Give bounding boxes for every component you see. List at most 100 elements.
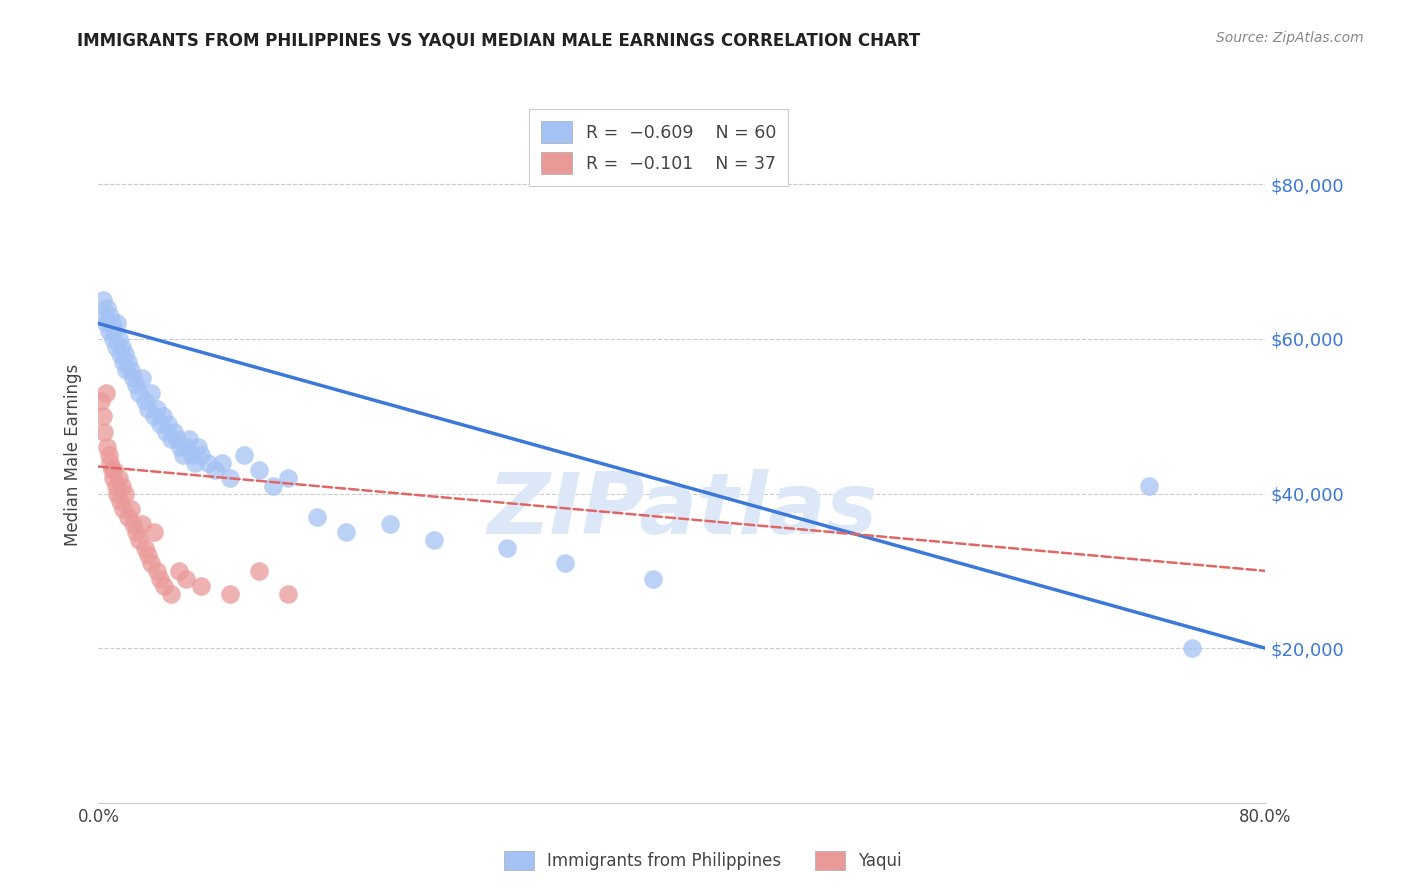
Point (111, 479, 134, 493)
Point (136, 401, 159, 416)
Point (169, 440, 191, 454)
Point (100, 317, 122, 331)
Point (157, 417, 180, 431)
Point (166, 433, 188, 447)
Point (152, 409, 174, 424)
Point (177, 433, 200, 447)
Point (112, 355, 135, 369)
Point (125, 378, 148, 392)
Point (114, 347, 136, 361)
Point (96, 440, 118, 454)
Point (142, 409, 165, 424)
Point (91, 293, 114, 308)
Point (160, 433, 183, 447)
Point (163, 425, 186, 439)
Point (108, 471, 131, 485)
Point (100, 463, 122, 477)
Point (98, 456, 121, 470)
Point (93, 425, 115, 439)
Point (101, 332, 124, 346)
Point (167, 564, 190, 578)
Point (153, 579, 176, 593)
Point (183, 456, 205, 470)
Point (247, 564, 270, 578)
Point (247, 463, 270, 477)
Point (197, 456, 219, 470)
Text: Source: ZipAtlas.com: Source: ZipAtlas.com (1216, 31, 1364, 45)
Point (93, 309, 115, 323)
Point (554, 556, 576, 570)
Point (131, 370, 153, 384)
Point (160, 587, 183, 601)
Point (1137, 479, 1160, 493)
Point (117, 355, 139, 369)
Point (125, 525, 148, 540)
Point (128, 533, 150, 547)
Point (105, 486, 128, 500)
Point (233, 448, 256, 462)
Point (218, 587, 240, 601)
Point (187, 440, 209, 454)
Point (142, 525, 165, 540)
Point (103, 324, 125, 338)
Point (190, 579, 212, 593)
Point (101, 471, 124, 485)
Point (115, 363, 138, 377)
Point (134, 541, 156, 555)
Point (136, 549, 159, 563)
Point (146, 401, 169, 416)
Point (114, 486, 136, 500)
Point (131, 517, 153, 532)
Point (277, 587, 299, 601)
Point (174, 440, 197, 454)
Point (172, 448, 194, 462)
Point (122, 517, 145, 532)
Point (149, 572, 172, 586)
Point (117, 509, 139, 524)
Point (96, 301, 118, 315)
Point (174, 572, 197, 586)
Point (155, 425, 177, 439)
Point (91, 409, 114, 424)
Point (146, 564, 169, 578)
Point (128, 386, 150, 401)
Point (190, 448, 212, 462)
Point (496, 541, 519, 555)
Text: IMMIGRANTS FROM PHILIPPINES VS YAQUI MEDIAN MALE EARNINGS CORRELATION CHART: IMMIGRANTS FROM PHILIPPINES VS YAQUI MED… (77, 31, 921, 49)
Point (307, 509, 329, 524)
Point (97, 448, 120, 462)
Point (97, 324, 120, 338)
Point (108, 332, 131, 346)
Point (94, 317, 117, 331)
Point (1181, 641, 1204, 656)
Point (110, 494, 132, 508)
Point (211, 456, 233, 470)
Point (104, 340, 127, 354)
Point (98, 309, 121, 323)
Point (104, 479, 127, 493)
Point (204, 463, 226, 477)
Point (277, 471, 299, 485)
Point (218, 471, 240, 485)
Point (90, 393, 112, 408)
Point (149, 417, 172, 431)
Point (139, 556, 162, 570)
Y-axis label: Median Male Earnings: Median Male Earnings (65, 364, 83, 546)
Point (94, 386, 117, 401)
Legend: Immigrants from Philippines, Yaqui: Immigrants from Philippines, Yaqui (498, 844, 908, 877)
Text: ZIPatlas: ZIPatlas (486, 469, 877, 552)
Point (335, 525, 357, 540)
Point (122, 370, 145, 384)
Point (103, 463, 125, 477)
Point (120, 363, 142, 377)
Point (134, 393, 156, 408)
Legend: R =  −0.609    N = 60, R =  −0.101    N = 37: R = −0.609 N = 60, R = −0.101 N = 37 (529, 109, 789, 186)
Point (120, 502, 142, 516)
Point (180, 448, 202, 462)
Point (110, 347, 132, 361)
Point (105, 317, 128, 331)
Point (112, 502, 135, 516)
Point (139, 386, 162, 401)
Point (423, 533, 446, 547)
Point (641, 572, 664, 586)
